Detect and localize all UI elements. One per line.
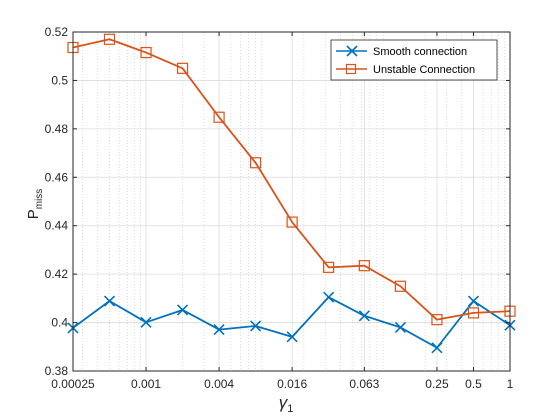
- x-tick-label: 0.001: [131, 377, 161, 391]
- data-point-stroke: [358, 310, 370, 322]
- data-point-unstable: [286, 216, 298, 228]
- x-tick-label: 0.004: [204, 377, 234, 391]
- y-tick-label: 0.44: [45, 219, 69, 233]
- data-point-unstable: [213, 111, 225, 123]
- data-point-smooth: [394, 321, 407, 333]
- data-point-stroke: [250, 320, 262, 332]
- data-point-stroke: [140, 316, 152, 328]
- data-point-unstable: [467, 307, 480, 319]
- legend-marker-smooth: [346, 45, 358, 57]
- y-tick-label: 0.46: [45, 170, 69, 184]
- legend-label-unstable: Unstable Connection: [373, 64, 475, 76]
- data-point-smooth: [358, 310, 370, 322]
- series-line-unstable: [72, 38, 511, 321]
- data-point-smooth: [250, 320, 262, 332]
- legend: Smooth connection Unstable Connection: [330, 39, 498, 81]
- data-point-stroke: [286, 331, 298, 343]
- data-point-smooth: [176, 304, 189, 316]
- y-tick-label: 0.48: [45, 122, 69, 136]
- data-point-unstable: [323, 261, 335, 273]
- data-point-smooth: [103, 295, 116, 307]
- y-axis-label: Pmiss: [25, 189, 45, 220]
- x-tick-label: 1: [507, 377, 514, 391]
- x-tick-label: 0.016: [277, 377, 307, 391]
- y-tick-label: 0.38: [45, 364, 69, 378]
- svg-text:γ1: γ1: [279, 393, 294, 415]
- data-point-smooth: [467, 295, 480, 307]
- y-tick-label: 0.42: [45, 267, 69, 281]
- data-point-stroke: [103, 295, 116, 307]
- x-axis-label: γ1: [279, 393, 294, 415]
- data-point-smooth: [140, 316, 152, 328]
- data-point-smooth: [431, 342, 443, 354]
- x-axis-label-subscript: 1: [287, 403, 293, 415]
- data-point-unstable: [358, 260, 370, 272]
- plot-frame: [72, 31, 511, 372]
- data-point-smooth: [323, 291, 335, 303]
- x-tick-label: 0.5: [465, 377, 482, 391]
- plot-area: [73, 32, 510, 371]
- y-tick-label: 0.5: [51, 73, 68, 87]
- legend-label-smooth: Smooth connection: [373, 46, 467, 58]
- x-axis-label-symbol: γ: [279, 393, 289, 412]
- legend-marker-unstable: [345, 63, 357, 75]
- data-point-unstable: [176, 62, 189, 74]
- y-axis-label-main: P: [25, 209, 42, 219]
- legend-box: [330, 39, 498, 81]
- y-tick-label: 0.52: [45, 25, 69, 39]
- y-tick-label: 0.4: [51, 316, 68, 330]
- svg-text:Pmiss: Pmiss: [25, 189, 45, 220]
- data-point-unstable: [140, 46, 152, 59]
- data-point-stroke: [394, 321, 407, 333]
- x-tick-label: 0.25: [425, 377, 449, 391]
- data-point-stroke: [431, 342, 443, 354]
- x-tick-label: 0.00025: [51, 377, 95, 391]
- data-point-unstable: [103, 33, 116, 45]
- data-point-unstable: [394, 280, 407, 292]
- data-point-stroke: [176, 304, 189, 316]
- data-point-unstable: [250, 157, 262, 169]
- data-point-stroke: [213, 324, 225, 336]
- data-point-unstable: [431, 314, 443, 326]
- axis-ticks: 0.00025 0.001 0.004 0.016 0.063 0.25 0.5 1 0.38 0…: [45, 25, 514, 391]
- data-point-smooth: [286, 331, 298, 343]
- data-point-stroke: [467, 295, 480, 307]
- data-point-smooth: [213, 324, 225, 336]
- data-point-stroke: [323, 291, 335, 303]
- x-tick-label: 0.063: [349, 377, 379, 391]
- y-axis-label-subscript: miss: [34, 189, 45, 210]
